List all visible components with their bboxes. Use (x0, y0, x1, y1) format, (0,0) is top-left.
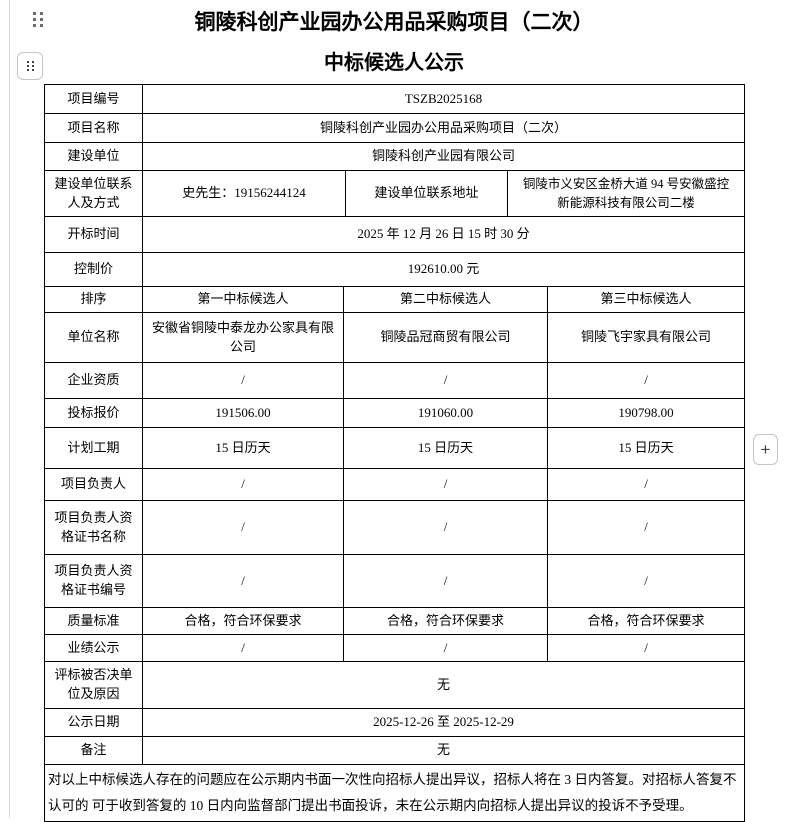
company-name-label: 单位名称 (45, 313, 143, 362)
row-quality-standard: 质量标准 合格，符合环保要求 合格，符合环保要求 合格，符合环保要求 (45, 608, 744, 635)
quality-first: 合格，符合环保要求 (143, 608, 344, 634)
row-bid-price: 投标报价 191506.00 191060.00 190798.00 (45, 399, 744, 428)
qualification-first: / (143, 363, 344, 398)
contact-address-label: 建设单位联系地址 (346, 171, 508, 216)
quality-standard-label: 质量标准 (45, 608, 143, 634)
cert-name-first: / (143, 501, 344, 554)
project-manager-first: / (143, 469, 344, 500)
project-no-label: 项目编号 (45, 85, 143, 113)
contact-address-value: 铜陵市义安区金桥大道 94 号安徽盛控 新能源科技有限公司二楼 (522, 177, 730, 210)
ranking-label: 排序 (45, 287, 143, 312)
bid-open-time-label: 开标时间 (45, 217, 143, 252)
drag-handle-icon[interactable] (32, 11, 44, 29)
bid-price-second: 191060.00 (344, 399, 548, 427)
ranking-third: 第三中标候选人 (600, 291, 692, 307)
project-manager-second: / (344, 469, 548, 500)
row-rejected-bidders: 评标被否决单 位及原因 无 (45, 662, 744, 709)
duration-third: 15 日历天 (618, 439, 674, 455)
ranking-first: 第一中标候选人 (143, 287, 344, 312)
rejected-bidders-label: 评标被否决单 位及原因 (45, 662, 143, 708)
remark-label: 备注 (45, 737, 143, 764)
owner-label: 建设单位 (45, 143, 143, 170)
project-name-value: 铜陵科创产业园办公用品采购项目（二次） (319, 119, 567, 135)
objection-note-text: 对以上中标候选人存在的问题应在公示期内书面一次性向招标人提出异议，招标人将在 3… (48, 772, 737, 813)
row-control-price: 控制价 192610.00 元 (45, 253, 744, 287)
qualification-second: / (344, 363, 548, 398)
row-project-no: 项目编号 TSZB2025168 (45, 85, 744, 114)
cert-no-third: / (644, 572, 648, 588)
company-first: 安徽省铜陵中泰龙办公家具有限 公司 (143, 313, 344, 362)
control-price-label: 控制价 (45, 253, 143, 286)
qualification-third: / (644, 372, 648, 388)
publicity-date-value: 2025-12-26 至 2025-12-29 (373, 714, 514, 730)
bid-price-label: 投标报价 (45, 399, 143, 427)
bid-open-time-value: 2025 年 12 月 26 日 15 时 30 分 (357, 226, 530, 242)
cert-no-label: 项目负责人资 格证书编号 (45, 555, 143, 607)
duration-label: 计划工期 (45, 428, 143, 468)
remark-value: 无 (436, 742, 450, 758)
project-name-label: 项目名称 (45, 114, 143, 142)
bid-price-first: 191506.00 (143, 399, 344, 427)
performance-label: 业绩公示 (45, 635, 143, 661)
quality-second: 合格，符合环保要求 (344, 608, 548, 634)
cert-name-second: / (344, 501, 548, 554)
ranking-second: 第二中标候选人 (344, 287, 548, 312)
rejected-bidders-value: 无 (436, 676, 450, 692)
cert-name-label: 项目负责人资 格证书名称 (45, 501, 143, 554)
six-dot-grid-icon (26, 60, 34, 72)
page-left-edge-line (9, 0, 10, 818)
row-publicity-date: 公示日期 2025-12-26 至 2025-12-29 (45, 709, 744, 737)
project-no-value: TSZB2025168 (404, 90, 483, 106)
row-project-name: 项目名称 铜陵科创产业园办公用品采购项目（二次） (45, 114, 744, 143)
row-ranking: 排序 第一中标候选人 第二中标候选人 第三中标候选人 (45, 287, 744, 313)
project-manager-label: 项目负责人 (45, 469, 143, 500)
duration-first: 15 日历天 (143, 428, 344, 468)
contact-label: 建设单位联系 人及方式 (45, 171, 143, 216)
row-qualification: 企业资质 / / / (45, 363, 744, 399)
row-remark: 备注 无 (45, 737, 744, 765)
row-objection-note: 对以上中标候选人存在的问题应在公示期内书面一次性向招标人提出异议，招标人将在 3… (45, 765, 744, 821)
row-cert-name: 项目负责人资 格证书名称 / / / (45, 501, 744, 555)
row-duration: 计划工期 15 日历天 15 日历天 15 日历天 (45, 428, 744, 469)
row-performance: 业绩公示 / / / (45, 635, 744, 662)
add-column-button[interactable]: + (753, 434, 778, 465)
document-subtitle: 中标候选人公示 (324, 52, 464, 74)
qualification-label: 企业资质 (45, 363, 143, 398)
six-dot-grid-icon (33, 12, 36, 15)
performance-first: / (143, 635, 344, 661)
quality-third: 合格，符合环保要求 (587, 612, 705, 628)
company-second: 铜陵品冠商贸有限公司 (344, 313, 548, 362)
row-contact: 建设单位联系 人及方式 史先生：19156244124 建设单位联系地址 铜陵市… (45, 171, 744, 217)
row-project-manager: 项目负责人 / / / (45, 469, 744, 501)
row-owner: 建设单位 铜陵科创产业园有限公司 (45, 143, 744, 171)
row-bid-open-time: 开标时间 2025 年 12 月 26 日 15 时 30 分 (45, 217, 744, 253)
publicity-date-label: 公示日期 (45, 709, 143, 736)
row-company-name: 单位名称 安徽省铜陵中泰龙办公家具有限 公司 铜陵品冠商贸有限公司 铜陵飞宇家具… (45, 313, 744, 363)
plus-icon: + (760, 439, 771, 459)
bid-candidates-table: 项目编号 TSZB2025168 项目名称 铜陵科创产业园办公用品采购项目（二次… (44, 84, 745, 822)
performance-second: / (344, 635, 548, 661)
project-manager-third: / (644, 476, 648, 492)
duration-second: 15 日历天 (344, 428, 548, 468)
block-drag-handle-icon[interactable] (17, 52, 43, 80)
document-title: 铜陵科创产业园办公用品采购项目（二次） (194, 11, 594, 34)
company-third: 铜陵飞宇家具有限公司 (580, 329, 711, 345)
control-price-value: 192610.00 元 (407, 261, 480, 277)
owner-value: 铜陵科创产业园有限公司 (371, 148, 515, 164)
cert-no-first: / (143, 555, 344, 607)
row-cert-no: 项目负责人资 格证书编号 / / / (45, 555, 744, 608)
bid-price-third: 190798.00 (618, 404, 674, 420)
performance-third: / (644, 639, 648, 655)
cert-no-second: / (344, 555, 548, 607)
contact-person-value: 史先生：19156244124 (143, 171, 346, 216)
cert-name-third: / (644, 519, 648, 535)
